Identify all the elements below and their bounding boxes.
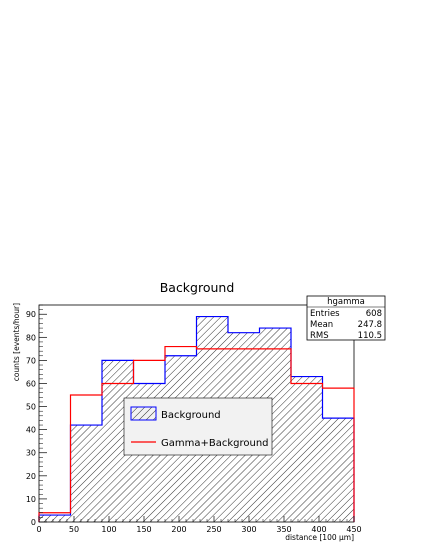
- stats-box: hgamma Entries 608 Mean 247.8 RMS 110.5: [306, 295, 386, 341]
- x-tick-label-200: 200: [171, 525, 186, 534]
- x-tick-label-50: 50: [69, 525, 79, 534]
- gamma-background-series-line: [38, 345, 355, 522]
- x-tick-label-100: 100: [101, 525, 116, 534]
- x-tick-label-300: 300: [241, 525, 256, 534]
- x-tick-label-400: 400: [311, 525, 326, 534]
- y-axis-title: counts [events/hour]: [12, 303, 21, 381]
- y-tick-label-0: 0: [31, 518, 36, 527]
- y-tick-label-30: 30: [26, 449, 36, 458]
- y-tick-label-10: 10: [26, 495, 36, 504]
- y-tick-label-80: 80: [26, 333, 36, 342]
- x-tick-label-350: 350: [276, 525, 291, 534]
- y-tick-label-90: 90: [26, 310, 36, 319]
- stats-label-mean: Mean: [310, 320, 333, 330]
- x-tick-label-250: 250: [206, 525, 221, 534]
- stats-value-rms: 110.5: [358, 331, 382, 341]
- y-tick-label-60: 60: [26, 379, 36, 388]
- y-tick-label-40: 40: [26, 426, 36, 435]
- y-tick-label-70: 70: [26, 356, 36, 365]
- chart-title: Background: [160, 280, 235, 295]
- legend-label-background: Background: [161, 410, 221, 421]
- stats-label-entries: Entries: [310, 309, 340, 319]
- y-tick-label-50: 50: [26, 403, 36, 412]
- x-tick-label-0: 0: [36, 525, 41, 534]
- legend-swatch-background: [130, 406, 157, 421]
- x-tick-label-450: 450: [346, 525, 361, 534]
- legend-label-gamma: Gamma+Background: [161, 438, 269, 449]
- stats-value-mean: 247.8: [358, 320, 382, 330]
- x-tick-label-150: 150: [136, 525, 151, 534]
- background-series-line: [38, 315, 355, 522]
- background-bin-fill-1: [70, 425, 102, 522]
- background-bin-fill-0: [39, 515, 71, 522]
- legend: Background Gamma+Background: [123, 397, 273, 456]
- x-axis-title: distance [100 µm]: [285, 533, 354, 542]
- background-bin-fill-9: [322, 418, 354, 522]
- stats-label-rms: RMS: [310, 331, 329, 341]
- stats-title: hgamma: [327, 297, 365, 307]
- y-tick-label-20: 20: [26, 472, 36, 481]
- background-bin-fill-8: [291, 376, 323, 522]
- stats-value-entries: 608: [366, 309, 382, 319]
